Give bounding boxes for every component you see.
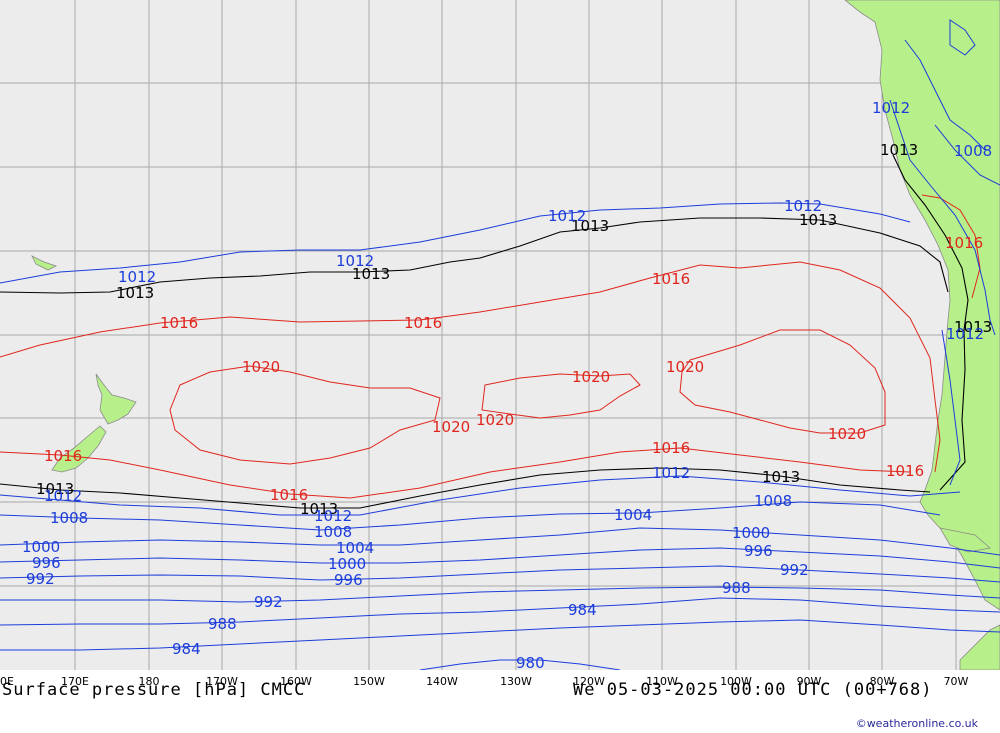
isobar-label: 1016: [404, 314, 442, 332]
isobar-label: 1012: [336, 252, 374, 270]
longitude-label: 160W: [280, 675, 312, 688]
isobar-label: 1013: [116, 284, 154, 302]
high-isobars: [0, 194, 981, 499]
isobar-label: 988: [722, 579, 751, 597]
isobar-label: 1016: [945, 234, 983, 252]
isobar-label: 1016: [160, 314, 198, 332]
longitude-label: 140W: [426, 675, 458, 688]
credit-link[interactable]: ©weatheronline.co.uk: [855, 717, 978, 730]
isobar-label: 1012: [946, 325, 984, 343]
small-island: [31, 255, 58, 271]
longitude-label: 160E: [0, 675, 14, 688]
standard-isobars: [0, 154, 969, 509]
isobar-label: 984: [568, 601, 597, 619]
longitude-label: 110W: [646, 675, 678, 688]
weather-map: 1016 1016 1016 1016 1016 1016 1016 1016 …: [0, 0, 1000, 672]
lat-lon-grid: [0, 0, 1000, 670]
isobar-label: 992: [254, 593, 283, 611]
longitude-label: 90W: [796, 675, 822, 688]
isobar-label: 1012: [44, 487, 82, 505]
isobar-label: 988: [208, 615, 237, 633]
longitude-label: 170W: [206, 675, 238, 688]
longitude-label: 70W: [943, 675, 969, 688]
isobar-label: 996: [744, 542, 773, 560]
isobar-label: 1012: [118, 268, 156, 286]
low-isobars: [0, 19, 1000, 671]
isobar-label: 1013: [880, 141, 918, 159]
map-datetime: We 05-03-2025 00:00 UTC (00+768): [573, 680, 933, 700]
falkland-antarctic-land: [959, 624, 1000, 671]
isobar-label: 1013: [300, 500, 338, 518]
isobar-label: 992: [780, 561, 809, 579]
isobar-label: 1000: [328, 555, 366, 573]
isobar-label: 996: [334, 571, 363, 589]
longitude-label: 150W: [353, 675, 385, 688]
isobar-label: 1020: [828, 425, 866, 443]
isobar-label: 1008: [50, 509, 88, 527]
isobar-label: 1013: [799, 211, 837, 229]
longitude-label: 180: [138, 675, 160, 688]
isobar-label: 1013: [352, 265, 390, 283]
new-zealand-south-island: [51, 425, 107, 473]
isobar-label: 1013: [954, 318, 992, 336]
new-zealand-north-island: [95, 373, 137, 425]
isobar-label: 1020: [666, 358, 704, 376]
isobar-label: 1008: [754, 492, 792, 510]
isobar-label: 1020: [572, 368, 610, 386]
isobar-label: 1004: [336, 539, 374, 557]
isobar-label: 1013: [571, 217, 609, 235]
isobar-label: 1000: [22, 538, 60, 556]
longitude-label: 170E: [61, 675, 89, 688]
isobar-label: 1013: [36, 480, 74, 498]
isobar-label: 1020: [476, 411, 514, 429]
map-title: Surface pressure [hPa] CMCC: [2, 680, 306, 700]
isobar-label: 1016: [652, 439, 690, 457]
isobar-label: 1012: [872, 99, 910, 117]
isobar-label: 1016: [652, 270, 690, 288]
isobar-label: 992: [26, 570, 55, 588]
isobar-label: 996: [32, 554, 61, 572]
standard-isobar-labels: 1013 1013 1013 1013 1013 1013 1013 1013 …: [36, 141, 992, 518]
isobar-label: 1008: [314, 523, 352, 541]
map-footer: [0, 670, 1000, 733]
isobar-label: 1016: [886, 462, 924, 480]
longitude-label: 80W: [869, 675, 895, 688]
longitude-label: 120W: [573, 675, 605, 688]
longitude-label: 100W: [720, 675, 752, 688]
isobar-label: 984: [172, 640, 201, 658]
south-america-land: [844, 0, 1000, 611]
low-isobar-labels: 1012 1012 1012 1012 1012 1012 1012 1012 …: [22, 99, 992, 672]
isobar-label: 1000: [732, 524, 770, 542]
isobar-label: 1012: [548, 207, 586, 225]
isobar-label: 1016: [270, 486, 308, 504]
isobar-label: 1016: [44, 447, 82, 465]
isobar-label: 1008: [954, 142, 992, 160]
isobar-label: 1012: [784, 197, 822, 215]
isobar-label: 1020: [432, 418, 470, 436]
map-canvas: 1016 1016 1016 1016 1016 1016 1016 1016 …: [0, 0, 1000, 672]
longitude-label: 130W: [500, 675, 532, 688]
tierra-del-fuego-land: [939, 527, 991, 553]
isobar-label: 1012: [314, 507, 352, 525]
isobar-label: 980: [516, 654, 545, 670]
isobar-label: 1012: [652, 464, 690, 482]
high-isobar-labels: 1016 1016 1016 1016 1016 1016 1016 1016 …: [44, 234, 983, 504]
isobar-label: 1013: [762, 468, 800, 486]
isobar-label: 1020: [242, 358, 280, 376]
isobar-label: 1004: [614, 506, 652, 524]
